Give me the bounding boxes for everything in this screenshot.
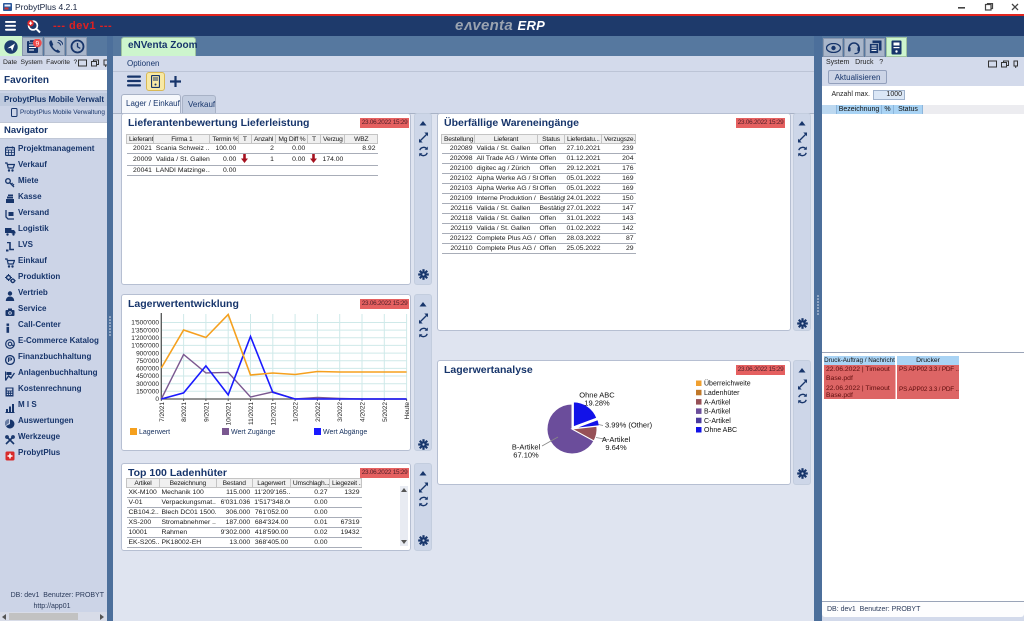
svg-text:2/2022: 2/2022 <box>315 402 322 422</box>
svg-text:B-Artikel: B-Artikel <box>512 443 541 452</box>
svg-text:Wert Abgänge: Wert Abgänge <box>323 429 367 436</box>
svg-text:Ohne ABC: Ohne ABC <box>579 391 615 400</box>
svg-text:B-Artikel: B-Artikel <box>704 409 731 416</box>
svg-text:19.28%: 19.28% <box>584 399 610 408</box>
svg-text:300'000: 300'000 <box>136 381 159 388</box>
svg-text:1'200'000: 1'200'000 <box>131 335 159 342</box>
svg-text:Ohne ABC: Ohne ABC <box>704 427 737 434</box>
svg-text:Heute: Heute <box>404 402 410 420</box>
svg-text:10/2021: 10/2021 <box>226 402 233 426</box>
svg-text:9: 9 <box>35 41 39 48</box>
svg-text:1/2022: 1/2022 <box>293 402 300 422</box>
svg-text:1'500'000: 1'500'000 <box>131 320 159 327</box>
svg-text:750'000: 750'000 <box>136 358 159 365</box>
svg-text:1'350'000: 1'350'000 <box>131 327 159 334</box>
svg-text:450'000: 450'000 <box>136 373 159 380</box>
svg-text:7/2021: 7/2021 <box>159 402 166 422</box>
svg-text:600'000: 600'000 <box>136 366 159 373</box>
svg-text:A-Artikel: A-Artikel <box>602 435 631 444</box>
svg-text:900'000: 900'000 <box>136 350 159 357</box>
svg-text:0: 0 <box>155 396 159 403</box>
svg-text:Ladenhüter: Ladenhüter <box>704 390 740 397</box>
svg-text:Überreichweite: Überreichweite <box>704 380 751 388</box>
svg-text:Lagerwert: Lagerwert <box>139 429 170 436</box>
svg-text:4/2022: 4/2022 <box>360 402 367 422</box>
svg-text:9/2021: 9/2021 <box>203 402 210 422</box>
svg-text:1'050'000: 1'050'000 <box>131 343 159 350</box>
svg-text:Wert Zugänge: Wert Zugänge <box>231 429 275 436</box>
svg-text:67.10%: 67.10% <box>513 451 539 460</box>
svg-text:150'000: 150'000 <box>136 389 159 396</box>
svg-text:3/2022: 3/2022 <box>337 402 344 422</box>
svg-text:12/2021: 12/2021 <box>270 402 277 426</box>
svg-text:8/2021: 8/2021 <box>181 402 188 422</box>
svg-text:11/2021: 11/2021 <box>248 402 255 425</box>
svg-text:9.64%: 9.64% <box>605 443 627 452</box>
svg-text:C-Artikel: C-Artikel <box>704 418 731 425</box>
svg-text:5/2022: 5/2022 <box>382 402 389 422</box>
svg-text:3.99% (Other): 3.99% (Other) <box>605 421 653 430</box>
svg-text:A-Artikel: A-Artikel <box>704 399 731 406</box>
